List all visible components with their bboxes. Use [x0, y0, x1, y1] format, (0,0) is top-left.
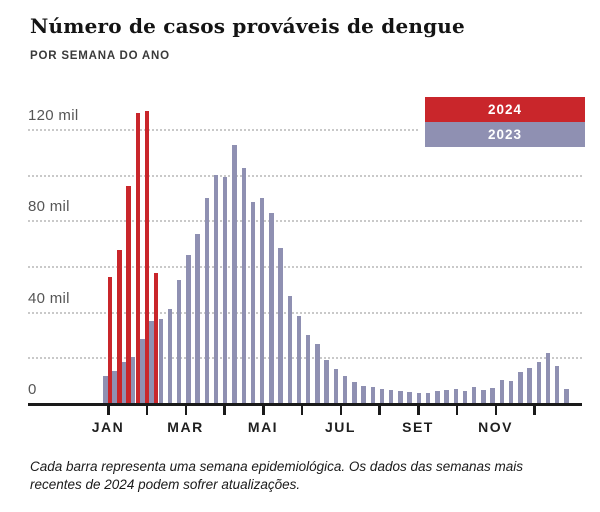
bar-2023-week-11 — [195, 234, 200, 403]
bar-2023-week-7 — [158, 318, 163, 403]
bar-2023-week-50 — [554, 366, 560, 403]
bar-2023-week-35 — [416, 393, 422, 403]
gridline-20 — [28, 357, 582, 360]
bar-2023-week-10 — [186, 254, 191, 403]
bar-2023-week-5 — [140, 339, 145, 403]
bar-2024-week-3 — [126, 186, 131, 403]
bar-2023-week-42 — [481, 389, 486, 403]
tick-DEZ — [533, 406, 536, 415]
bar-2023-week-48 — [536, 361, 541, 403]
bar-2023-week-14 — [223, 176, 228, 403]
chart-title: Número de casos prováveis de dengue — [30, 14, 465, 38]
bar-2023-week-3 — [121, 361, 127, 403]
bar-2023-week-22 — [296, 316, 302, 403]
bar-2023-week-13 — [213, 174, 219, 403]
bar-2023-week-21 — [287, 295, 293, 403]
bar-2023-week-32 — [389, 389, 394, 403]
bar-2023-week-18 — [259, 197, 265, 403]
y-label-120: 120 mil — [28, 107, 79, 124]
bar-2023-week-9 — [176, 279, 182, 403]
month-label-JUL: JUL — [325, 419, 356, 435]
y-label-0: 0 — [28, 381, 37, 398]
bar-2023-week-47 — [527, 367, 532, 403]
bar-2023-week-29 — [361, 386, 366, 403]
bar-2023-week-19 — [269, 213, 274, 403]
tick-MAR — [184, 406, 187, 415]
tick-MAI — [262, 406, 265, 415]
tick-JUL — [339, 406, 342, 415]
bar-2024-week-4 — [135, 113, 140, 403]
month-label-MAI: MAI — [247, 419, 279, 435]
bar-2023-week-39 — [453, 389, 458, 403]
bar-2023-week-12 — [204, 197, 210, 403]
bar-2023-week-25 — [324, 359, 329, 403]
tick-FEV — [145, 406, 149, 415]
bar-2023-week-6 — [149, 320, 154, 403]
bar-2023-week-33 — [398, 390, 403, 403]
tick-ABR — [223, 406, 226, 415]
bar-2023-week-41 — [472, 386, 477, 403]
bar-2023-week-40 — [462, 390, 468, 403]
legend-item-2024: 2024 — [425, 97, 585, 122]
bar-2023-week-24 — [315, 343, 320, 403]
bar-2023-week-28 — [352, 382, 357, 403]
tick-AGO — [378, 406, 381, 415]
bar-2023-week-17 — [250, 202, 256, 403]
bar-2024-week-1 — [107, 277, 113, 403]
bar-2023-week-20 — [278, 247, 283, 403]
bar-2023-week-15 — [232, 144, 237, 403]
gridline-80 — [28, 220, 582, 223]
legend-item-2023: 2023 — [425, 122, 585, 147]
bar-2023-week-44 — [499, 380, 505, 403]
month-label-SET: SET — [402, 419, 434, 435]
tick-NOV — [494, 406, 497, 415]
chart-subtitle: POR SEMANA DO ANO — [30, 50, 170, 62]
gridline-120 — [28, 129, 582, 131]
bar-2023-week-26 — [333, 368, 339, 403]
tick-SET — [417, 406, 420, 415]
footnote: Cada barra representa uma semana epidemi… — [30, 459, 524, 493]
bar-2023-week-36 — [425, 392, 431, 403]
tick-JUN — [300, 406, 304, 415]
bar-2023-week-34 — [407, 391, 412, 403]
legend: 2024 2023 — [420, 92, 590, 152]
bar-2024-week-2 — [117, 250, 122, 403]
bar-2023-week-4 — [130, 357, 136, 403]
tick-JAN — [107, 406, 110, 415]
bar-2023-week-45 — [508, 381, 514, 403]
bar-2023-week-1 — [103, 375, 108, 403]
y-label-40: 40 mil — [28, 289, 70, 307]
bar-2023-week-38 — [444, 389, 449, 403]
bar-2023-week-30 — [370, 387, 376, 403]
bar-2023-week-27 — [342, 375, 348, 403]
month-label-MAR: MAR — [167, 419, 204, 435]
bar-2023-week-51 — [564, 389, 569, 403]
bar-2023-week-43 — [490, 387, 495, 403]
gridline-40 — [28, 311, 582, 314]
gridline-60 — [28, 266, 582, 268]
gridline-100 — [28, 174, 582, 177]
month-label-JAN: JAN — [91, 419, 125, 435]
x-axis-line — [28, 403, 582, 406]
legend-label-2023: 2023 — [487, 127, 523, 142]
bar-2023-week-31 — [379, 389, 385, 403]
bar-2023-week-23 — [306, 334, 311, 403]
bar-2024-week-5 — [144, 110, 150, 403]
bar-2023-week-49 — [545, 353, 551, 403]
bar-2023-week-8 — [167, 309, 173, 403]
bar-2024-week-6 — [154, 272, 159, 403]
bar-2023-week-37 — [435, 391, 440, 403]
y-label-80: 80 mil — [28, 198, 70, 216]
bar-2023-week-16 — [241, 167, 246, 403]
legend-label-2024: 2024 — [487, 102, 523, 117]
tick-OUT — [455, 406, 459, 415]
bar-2023-week-2 — [112, 371, 117, 403]
bar-2023-week-46 — [518, 371, 523, 403]
month-label-NOV: NOV — [478, 419, 513, 435]
